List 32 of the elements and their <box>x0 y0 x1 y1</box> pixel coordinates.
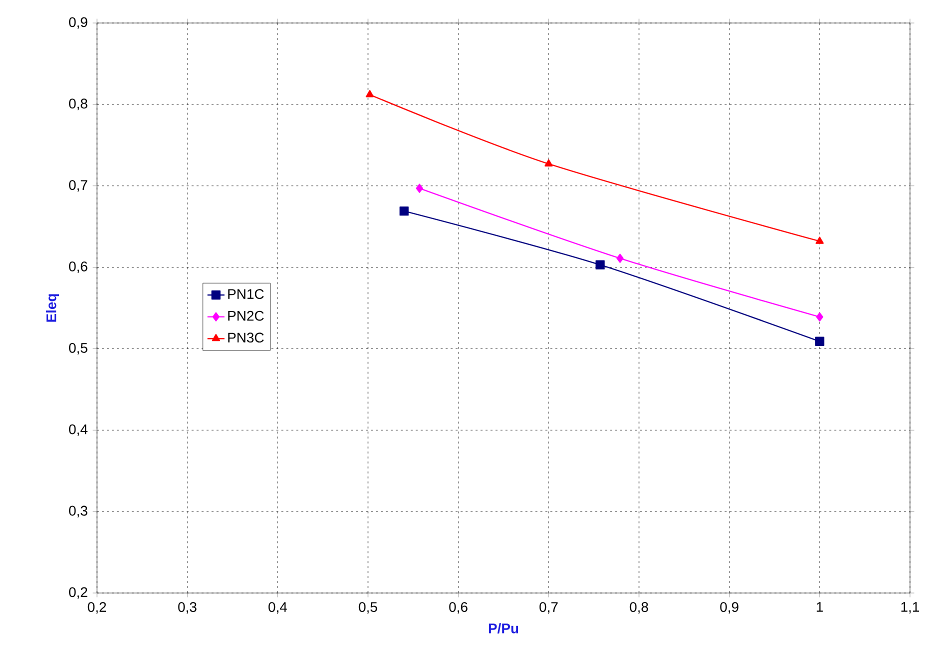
y-tick-label: 0,9 <box>69 17 88 29</box>
x-tick-label: 1 <box>816 602 823 612</box>
x-tick-label: 0,9 <box>720 602 738 614</box>
y-tick-label: 0,7 <box>69 180 88 192</box>
point <box>616 254 624 263</box>
y-tick-label: 0,4 <box>69 424 88 436</box>
y-tick-label: 0,3 <box>69 506 88 518</box>
legend-label: PN2C <box>228 310 264 321</box>
legend-label: PN1C <box>228 289 264 299</box>
x-tick-label: 0,8 <box>630 602 648 614</box>
point <box>816 312 824 322</box>
y-tick-label: 0,5 <box>69 342 88 354</box>
x-axis-title: P/Pu <box>488 623 518 634</box>
y-tick-label: 0,6 <box>69 262 88 274</box>
x-tick-label: 1,1 <box>901 602 920 614</box>
y-tick-label: 0,8 <box>69 98 88 110</box>
x-tick-label: 0,7 <box>540 602 558 614</box>
point <box>544 159 553 166</box>
x-tick-label: 0,4 <box>268 602 287 614</box>
x-tick-label: 0,6 <box>449 602 468 614</box>
point <box>366 90 374 98</box>
y-axis-title: Eleq <box>46 294 60 322</box>
point <box>416 184 424 193</box>
point <box>816 236 824 244</box>
point <box>596 260 605 270</box>
y-tick-label: 0,2 <box>69 587 88 599</box>
x-tick-label: 0,5 <box>358 602 378 614</box>
x-tick-label: 0,3 <box>178 602 196 614</box>
point <box>815 336 824 346</box>
x-tick-label: 0,2 <box>88 602 106 614</box>
point <box>400 206 409 216</box>
legend-label: PN3C <box>228 332 264 343</box>
